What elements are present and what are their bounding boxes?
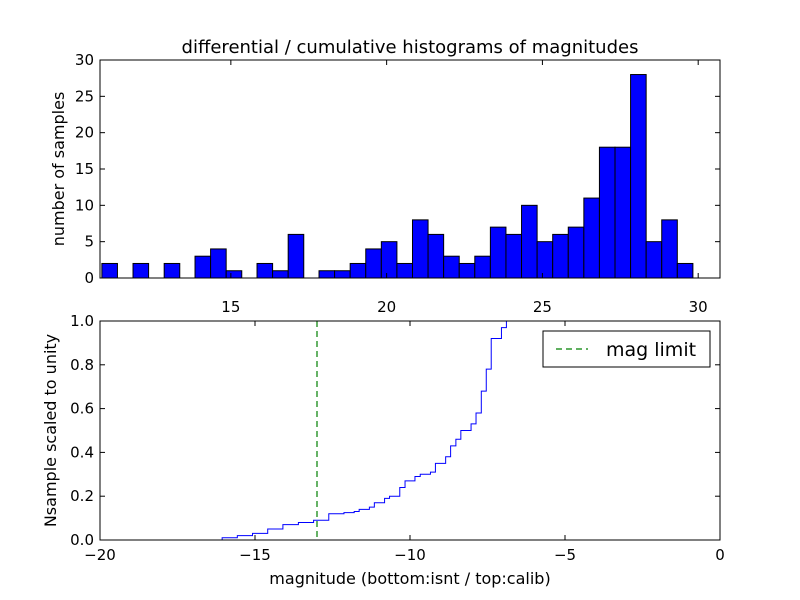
histogram-bar — [210, 248, 227, 279]
histogram-bar — [287, 233, 305, 279]
histogram-bar — [598, 146, 616, 279]
histogram-bar — [583, 197, 600, 279]
bottom-x-tick-label: 0 — [715, 546, 725, 564]
legend: mag limit — [542, 330, 711, 368]
histogram-bar — [443, 255, 460, 279]
histogram-bar — [334, 270, 351, 279]
legend-mag-limit-label: mag limit — [606, 339, 696, 361]
top-x-tick-label: 15 — [221, 298, 240, 316]
histogram-bar — [132, 262, 150, 279]
histogram-bar — [411, 219, 429, 279]
top-histogram-panel: 0 5 10 15 20 25 30 15 20 25 30 number of samples — [49, 51, 721, 316]
histogram-bar — [318, 270, 336, 279]
chart-title: differential / cumulative histograms of … — [182, 37, 639, 58]
cumulative-step-line — [100, 320, 720, 541]
top-y-axis-label: number of samples — [49, 92, 68, 247]
bottom-cumulative-panel: 0.0 0.2 0.4 0.6 0.8 1.0 −20 −15 −10 −5 0 Nsample s… — [41, 312, 725, 588]
top-y-tick-label: 5 — [84, 233, 94, 251]
histogram-bar — [194, 255, 212, 279]
histogram-bar — [256, 262, 274, 279]
histogram-bar — [225, 270, 243, 279]
bottom-x-axis-label: magnitude (bottom:isnt / top:calib) — [269, 569, 550, 588]
bottom-y-tick-label: 0.2 — [70, 487, 94, 505]
bottom-y-axis-label: Nsample scaled to unity — [41, 334, 60, 527]
bottom-y-tick-label: 0.8 — [70, 356, 94, 374]
histogram-bar — [427, 233, 445, 279]
bottom-x-tick-label: −15 — [239, 546, 271, 564]
top-x-tick-label: 30 — [689, 298, 708, 316]
top-y-tick-label: 30 — [75, 51, 94, 69]
histogram-bar — [349, 262, 367, 279]
bottom-y-tick-label: 0.0 — [70, 531, 94, 549]
top-ticks-group: 0 5 10 15 20 25 30 15 20 25 30 — [75, 51, 720, 316]
top-y-tick-label: 20 — [75, 124, 94, 142]
bottom-x-tick-label: −20 — [84, 546, 116, 564]
histogram-bar — [163, 262, 181, 279]
bottom-y-tick-label: 1.0 — [70, 312, 94, 330]
histogram-bar — [505, 233, 523, 279]
histogram-bar — [101, 262, 118, 279]
top-y-tick-label: 15 — [75, 160, 94, 178]
histogram-bar — [365, 248, 382, 279]
top-y-tick-label: 10 — [75, 196, 94, 214]
bottom-y-tick-label: 0.6 — [70, 400, 94, 418]
histogram-bar — [567, 226, 585, 279]
histogram-bar — [458, 262, 476, 279]
bottom-x-tick-label: −5 — [554, 546, 576, 564]
histogram-bar — [630, 74, 647, 279]
histogram-bar — [521, 204, 538, 279]
histogram-bar — [474, 255, 491, 279]
top-y-tick-label: 25 — [75, 87, 94, 105]
top-y-tick-label: 0 — [84, 269, 94, 287]
histogram-bar — [272, 270, 289, 279]
histogram-bar — [380, 241, 398, 279]
histogram-bar — [552, 233, 569, 279]
top-bars-group — [101, 74, 694, 279]
bottom-x-tick-label: −10 — [394, 546, 426, 564]
histogram-bar — [661, 219, 678, 279]
top-x-tick-label: 20 — [377, 298, 396, 316]
histogram-bar — [536, 241, 554, 279]
bottom-ticks-group: 0.0 0.2 0.4 0.6 0.8 1.0 −20 −15 −10 −5 0 — [70, 312, 725, 564]
histogram-bar — [489, 226, 507, 279]
bottom-y-tick-label: 0.4 — [70, 443, 94, 461]
histogram-bar — [676, 262, 694, 279]
top-x-tick-label: 25 — [533, 298, 552, 316]
histogram-bar — [645, 241, 663, 279]
histogram-bar — [396, 262, 413, 279]
histogram-bar — [614, 146, 632, 279]
